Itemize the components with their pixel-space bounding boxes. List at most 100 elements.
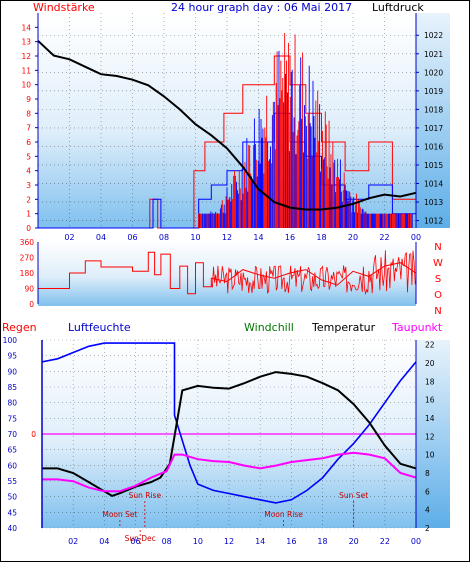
legend-windchill: Windchill xyxy=(244,321,294,334)
temperature-tick-label: 16 xyxy=(425,396,435,405)
temperatur-line xyxy=(42,371,417,497)
wind-direction-line xyxy=(38,251,417,295)
temperature-tick-label: 10 xyxy=(425,451,435,460)
humidity-tick-label: 95 xyxy=(7,352,17,361)
hour-tick-label: 04 xyxy=(96,233,106,242)
astro-label: Moon Rise xyxy=(264,510,303,519)
astro-label: Sun Rise xyxy=(129,491,162,500)
hour-tick-label: 08 xyxy=(159,233,169,242)
direction-tick-label: 360 xyxy=(20,238,35,247)
temperature-tick-label: 14 xyxy=(425,414,435,423)
temperature-tick-label: 22 xyxy=(425,341,435,350)
legend-humidity: Luftfeuchte xyxy=(68,321,131,334)
wind-tick-label: 4 xyxy=(26,167,31,176)
luftfeuchte-line xyxy=(41,342,417,504)
temperature-tick-label: 12 xyxy=(425,432,435,441)
wind-tick-label: 13 xyxy=(21,38,31,47)
hour-tick-label: 10 xyxy=(190,233,200,242)
direction-tick-label: 90 xyxy=(24,285,34,294)
direction-tick-label: 270 xyxy=(20,254,35,263)
wind-direction-noise xyxy=(210,250,416,296)
hour-tick-label: 12 xyxy=(222,233,232,242)
compass-label: O xyxy=(434,290,442,301)
direction-tick-label: 180 xyxy=(20,269,35,278)
hour-tick-label: 14 xyxy=(255,537,265,546)
compass-label: N xyxy=(434,306,441,317)
pressure-tick-label: 1022 xyxy=(424,31,443,40)
hour-tick-label: 06 xyxy=(130,537,140,546)
humidity-tick-label: 40 xyxy=(7,524,17,533)
astro-label: Moon Set xyxy=(102,510,137,519)
hour-tick-label: 18 xyxy=(316,233,326,242)
pressure-tick-label: 1021 xyxy=(424,50,443,59)
hour-tick-label: 22 xyxy=(380,537,390,546)
hour-tick-label: 10 xyxy=(193,537,203,546)
pressure-tick-label: 1020 xyxy=(424,68,443,77)
taupunkt-line xyxy=(42,451,417,493)
humidity-tick-label: 50 xyxy=(7,493,17,502)
wind-tick-label: 2 xyxy=(26,195,31,204)
direction-tick-label: 0 xyxy=(29,300,34,309)
pressure-tick-label: 1014 xyxy=(424,180,443,189)
wind-tick-label: 6 xyxy=(26,138,31,147)
compass-label: S xyxy=(435,274,441,285)
pressure-tick-label: 1015 xyxy=(424,161,443,170)
humidity-tick-label: 100 xyxy=(3,336,18,345)
legend-rain: Regen xyxy=(2,321,37,334)
pressure-axis-background xyxy=(416,13,450,228)
pressure-line xyxy=(37,40,417,211)
humidity-tick-label: 85 xyxy=(7,383,17,392)
hour-tick-label: 04 xyxy=(99,537,109,546)
wind-tick-label: 9 xyxy=(26,95,31,104)
humidity-tick-label: 55 xyxy=(7,477,17,486)
pressure-tick-label: 1018 xyxy=(424,105,443,114)
wind-tick-label: 12 xyxy=(21,52,31,61)
humidity-tick-label: 70 xyxy=(7,430,17,439)
humidity-tick-label: 80 xyxy=(7,399,17,408)
wind-tick-label: 5 xyxy=(26,152,31,161)
pressure-tick-label: 1016 xyxy=(424,142,443,151)
hour-tick-label: 00 xyxy=(411,537,421,546)
wind-axis-background xyxy=(0,13,38,228)
hour-tick-label: 14 xyxy=(253,233,263,242)
pressure-tick-label: 1019 xyxy=(424,87,443,96)
compass-label: W xyxy=(433,258,443,269)
astro-label: Sun Set xyxy=(339,491,368,500)
humidity-tick-label: 65 xyxy=(7,446,17,455)
legend-dewpoint: Taupunkt xyxy=(391,321,443,334)
humidity-tick-label: 45 xyxy=(7,508,17,517)
hour-tick-label: 02 xyxy=(64,233,74,242)
hour-tick-label: 20 xyxy=(349,537,359,546)
astro-label: Sun Dec xyxy=(125,534,156,543)
wind-tick-label: 14 xyxy=(21,23,31,32)
hour-tick-label: 08 xyxy=(162,537,172,546)
rain-tick-label: 0 xyxy=(31,430,36,439)
wind-tick-label: 7 xyxy=(26,124,31,133)
hour-tick-label: 22 xyxy=(379,233,389,242)
hour-tick-label: 02 xyxy=(68,537,78,546)
hour-tick-label: 20 xyxy=(348,233,358,242)
temperature-tick-label: 20 xyxy=(425,359,435,368)
wind-tick-label: 10 xyxy=(21,81,31,90)
temperature-tick-label: 18 xyxy=(425,377,435,386)
compass-label: N xyxy=(434,242,441,253)
humidity-tick-label: 60 xyxy=(7,461,17,470)
header-left-label: Windstärke xyxy=(33,1,95,14)
humidity-tick-label: 90 xyxy=(7,367,17,376)
hour-tick-label: 16 xyxy=(286,537,296,546)
header-title: 24 hour graph day : 06 Mai 2017 xyxy=(171,1,352,14)
wind-tick-label: 11 xyxy=(21,66,31,75)
hour-tick-label: 16 xyxy=(285,233,295,242)
temperature-tick-label: 8 xyxy=(425,469,430,478)
temperature-tick-label: 2 xyxy=(425,524,430,533)
hour-tick-label: 12 xyxy=(224,537,234,546)
temperature-tick-label: 6 xyxy=(425,487,430,496)
pressure-tick-label: 1012 xyxy=(424,217,443,226)
wind-tick-label: 8 xyxy=(26,109,31,118)
wind-tick-label: 3 xyxy=(26,181,31,190)
hour-tick-label: 06 xyxy=(127,233,137,242)
wind-tick-label: 0 xyxy=(26,224,31,233)
wind-tick-label: 1 xyxy=(26,210,31,219)
